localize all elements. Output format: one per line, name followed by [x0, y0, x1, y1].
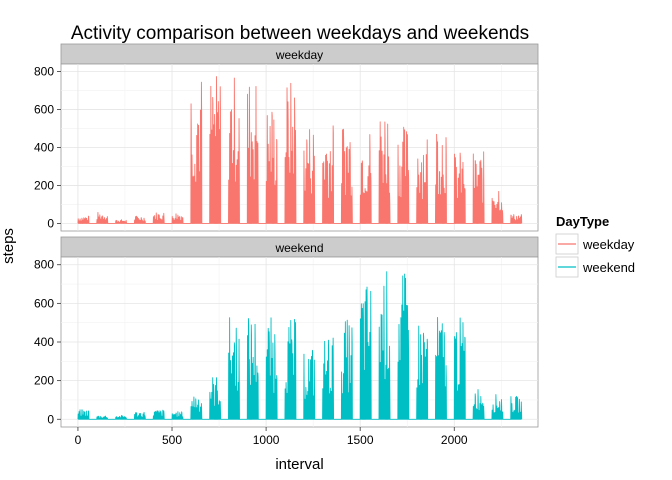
series-line-weekday	[77, 76, 523, 224]
y-tick-label: 200	[34, 374, 54, 388]
y-axis-weekend: 0 200 400 600 800	[34, 258, 61, 426]
y-tick-label: 400	[34, 335, 54, 349]
legend-label-weekend: weekend	[582, 260, 635, 275]
legend: DayType weekday weekend	[555, 214, 635, 278]
x-axis-label: interval	[275, 456, 323, 473]
legend-title: DayType	[556, 214, 609, 229]
x-tick-label: 0	[75, 433, 82, 447]
y-tick-label: 600	[34, 296, 54, 310]
y-tick-label: 0	[47, 412, 54, 426]
series-weekday	[77, 76, 523, 224]
x-tick-label: 500	[162, 433, 182, 447]
legend-label-weekday: weekday	[582, 237, 635, 252]
x-axis: 0 500 1000 1500 2000	[75, 427, 468, 447]
facet-label-weekend: weekend	[274, 241, 323, 255]
x-tick-label: 1500	[347, 433, 374, 447]
x-tick-label: 2000	[441, 433, 468, 447]
series-line-weekend	[77, 271, 523, 420]
y-tick-label: 0	[47, 216, 54, 230]
y-tick-label: 200	[34, 178, 54, 192]
y-axis-label: steps	[0, 228, 17, 264]
facet-label-weekday: weekday	[275, 48, 323, 62]
facet-weekend: weekend 0 200 400 600 800	[34, 236, 539, 428]
y-tick-label: 600	[34, 103, 54, 117]
facet-weekday: weekday 0 200 400 600 800	[34, 43, 539, 232]
y-axis-weekday: 0 200 400 600 800	[34, 65, 61, 230]
y-tick-label: 800	[34, 65, 54, 79]
chart-title: Activity comparison between weekdays and…	[71, 23, 529, 44]
y-tick-label: 800	[34, 258, 54, 272]
series-weekend	[77, 271, 523, 420]
x-tick-label: 1000	[253, 433, 280, 447]
y-tick-label: 400	[34, 141, 54, 155]
